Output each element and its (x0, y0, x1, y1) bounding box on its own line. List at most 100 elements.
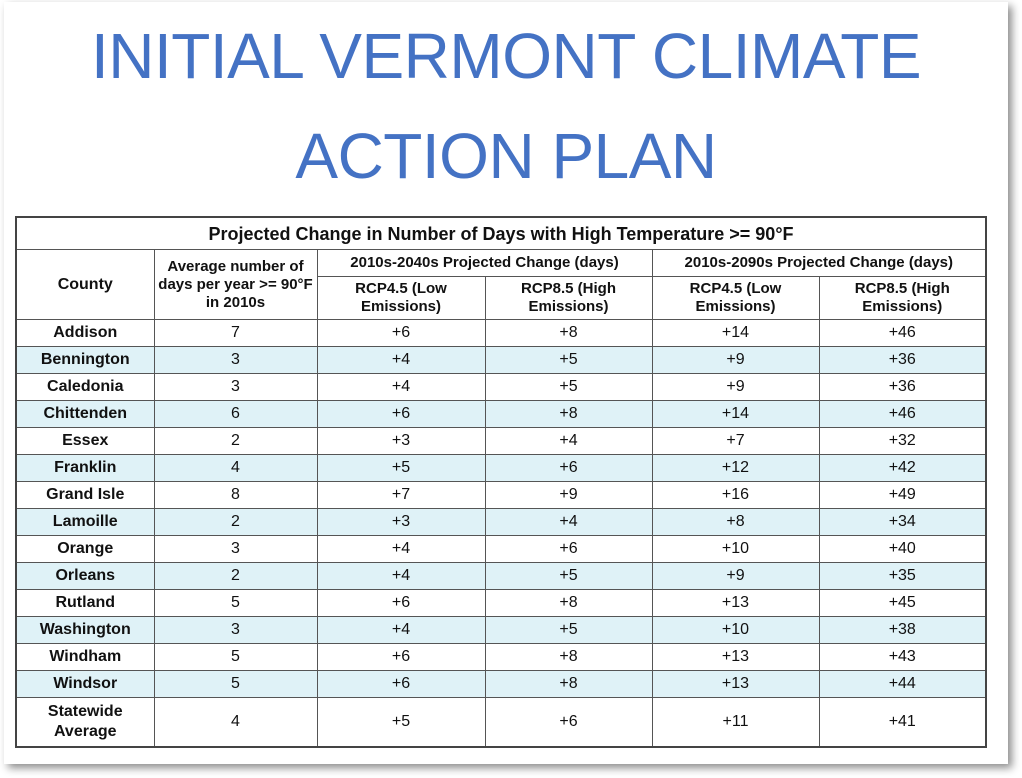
value-cell: +8 (484, 589, 653, 617)
table-row: Orange 3 +4 +6 +10 +40 (15, 535, 987, 563)
county-cell: Statewide Average (15, 697, 155, 748)
table-row: Washington 3 +4 +5 +10 +38 (15, 616, 987, 644)
value-cell: +7 (316, 481, 486, 509)
county-cell: Bennington (15, 346, 155, 374)
county-cell: Essex (15, 427, 155, 455)
value-cell: +14 (651, 319, 820, 347)
value-cell: +8 (484, 670, 653, 698)
header-cell: RCP4.5 (Low Emissions) (651, 276, 820, 320)
table-row: Bennington 3 +4 +5 +9 +36 (15, 346, 987, 374)
value-cell: +8 (651, 508, 820, 536)
value-cell: +4 (484, 427, 653, 455)
value-cell: 4 (153, 697, 318, 748)
title-line: ACTION PLAN (295, 120, 717, 192)
value-cell: +5 (484, 373, 653, 401)
value-cell: 2 (153, 427, 318, 455)
value-cell: +34 (818, 508, 987, 536)
value-cell: +5 (316, 697, 486, 748)
value-cell: +5 (484, 562, 653, 590)
table-caption: Projected Change in Number of Days with … (15, 216, 987, 250)
value-cell: +6 (316, 589, 486, 617)
value-cell: +16 (651, 481, 820, 509)
value-cell: +3 (316, 508, 486, 536)
table-row: Orleans 2 +4 +5 +9 +35 (15, 562, 987, 590)
county-cell: Chittenden (15, 400, 155, 428)
county-cell: Caledonia (15, 373, 155, 401)
value-cell: 7 (153, 319, 318, 347)
value-cell: +4 (316, 535, 486, 563)
title-line: INITIAL VERMONT CLIMATE (90, 20, 922, 92)
value-cell: +13 (651, 589, 820, 617)
county-cell: Orange (15, 535, 155, 563)
value-cell: +13 (651, 670, 820, 698)
value-cell: +6 (316, 643, 486, 671)
slide: INITIAL VERMONT CLIMATE ACTION PLAN Proj… (4, 2, 1008, 764)
value-cell: 3 (153, 616, 318, 644)
value-cell: +6 (484, 535, 653, 563)
value-cell: +38 (818, 616, 987, 644)
value-cell: 3 (153, 535, 318, 563)
county-cell: Orleans (15, 562, 155, 590)
county-cell: Washington (15, 616, 155, 644)
value-cell: +42 (818, 454, 987, 482)
value-cell: +6 (316, 319, 486, 347)
value-cell: 8 (153, 481, 318, 509)
value-cell: 3 (153, 373, 318, 401)
table-row: Lamoille 2 +3 +4 +8 +34 (15, 508, 987, 536)
value-cell: +5 (316, 454, 486, 482)
table-row: Windsor 5 +6 +8 +13 +44 (15, 670, 987, 698)
value-cell: +49 (818, 481, 987, 509)
value-cell: +6 (484, 697, 653, 748)
value-cell: +40 (818, 535, 987, 563)
county-cell: Windham (15, 643, 155, 671)
value-cell: 6 (153, 400, 318, 428)
value-cell: +41 (818, 697, 987, 748)
value-cell: +44 (818, 670, 987, 698)
value-cell: +4 (316, 373, 486, 401)
value-cell: +5 (484, 346, 653, 374)
table-row: Statewide Average 4 +5 +6 +11 +41 (15, 697, 987, 748)
value-cell: +6 (316, 670, 486, 698)
value-cell: 5 (153, 589, 318, 617)
county-cell: Windsor (15, 670, 155, 698)
value-cell: +11 (651, 697, 820, 748)
value-cell: +10 (651, 616, 820, 644)
value-cell: +4 (484, 508, 653, 536)
value-cell: +8 (484, 319, 653, 347)
table-row: Franklin 4 +5 +6 +12 +42 (15, 454, 987, 482)
value-cell: +7 (651, 427, 820, 455)
value-cell: +6 (316, 400, 486, 428)
county-cell: Addison (15, 319, 155, 347)
value-cell: 3 (153, 346, 318, 374)
table-row: Grand Isle 8 +7 +9 +16 +49 (15, 481, 987, 509)
title: INITIAL VERMONT CLIMATE ACTION PLAN (4, 6, 1008, 206)
header-cell: County (15, 249, 155, 320)
value-cell: +9 (484, 481, 653, 509)
value-cell: +32 (818, 427, 987, 455)
value-cell: +12 (651, 454, 820, 482)
value-cell: 2 (153, 562, 318, 590)
header-cell: RCP8.5 (High Emissions) (484, 276, 653, 320)
value-cell: +13 (651, 643, 820, 671)
value-cell: +43 (818, 643, 987, 671)
header-cell: RCP8.5 (High Emissions) (818, 276, 987, 320)
value-cell: +4 (316, 346, 486, 374)
value-cell: 2 (153, 508, 318, 536)
value-cell: +8 (484, 643, 653, 671)
value-cell: +35 (818, 562, 987, 590)
header-group: 2010s-2090s Projected Change (days) (651, 249, 987, 277)
value-cell: +36 (818, 346, 987, 374)
county-cell: Lamoille (15, 508, 155, 536)
value-cell: +5 (484, 616, 653, 644)
table-row: Rutland 5 +6 +8 +13 +45 (15, 589, 987, 617)
value-cell: 4 (153, 454, 318, 482)
value-cell: +4 (316, 562, 486, 590)
county-cell: Franklin (15, 454, 155, 482)
table-row: Addison 7 +6 +8 +14 +46 (15, 319, 987, 347)
value-cell: +9 (651, 373, 820, 401)
value-cell: 5 (153, 670, 318, 698)
data-table: Projected Change in Number of Days with … (15, 216, 988, 748)
table-row: Caledonia 3 +4 +5 +9 +36 (15, 373, 987, 401)
table-row: Essex 2 +3 +4 +7 +32 (15, 427, 987, 455)
